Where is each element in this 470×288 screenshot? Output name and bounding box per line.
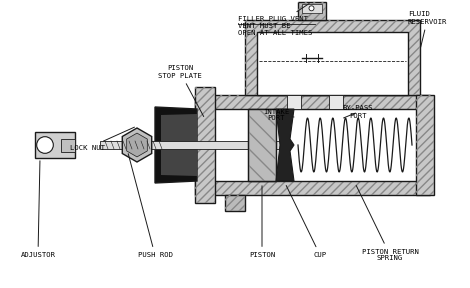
Bar — [61, 139, 75, 151]
Text: PISTON: PISTON — [249, 186, 275, 258]
Text: CUP: CUP — [286, 185, 327, 258]
Bar — [245, 20, 420, 95]
Bar — [100, 141, 290, 149]
Bar — [195, 87, 215, 203]
Bar — [248, 109, 276, 181]
Bar — [195, 109, 430, 181]
Bar — [195, 87, 215, 203]
Polygon shape — [155, 107, 197, 183]
Text: FILLER PLUG VENT
VENT MUST BE
OPEN AT ALL TIMES: FILLER PLUG VENT VENT MUST BE OPEN AT AL… — [238, 3, 313, 36]
Circle shape — [37, 137, 53, 153]
Polygon shape — [122, 128, 152, 162]
Bar — [35, 132, 75, 158]
Bar — [298, 2, 326, 20]
Text: PUSH ROD: PUSH ROD — [128, 154, 172, 258]
Bar — [248, 109, 276, 181]
Bar — [195, 95, 430, 195]
Text: LOCK NUT: LOCK NUT — [70, 127, 134, 151]
Bar — [245, 20, 420, 95]
Text: ADJUSTOR: ADJUSTOR — [21, 161, 55, 258]
Bar — [329, 95, 343, 109]
Circle shape — [309, 6, 314, 11]
Text: PISTON
STOP PLATE: PISTON STOP PLATE — [158, 65, 204, 117]
Bar — [416, 95, 434, 195]
Bar — [287, 95, 301, 109]
Bar — [416, 95, 434, 195]
Text: FLUID
RESERVOIR: FLUID RESERVOIR — [408, 12, 447, 47]
Text: INTAKE
PORT: INTAKE PORT — [263, 109, 294, 122]
Text: BY-PASS
PORT: BY-PASS PORT — [343, 105, 373, 118]
Text: PISTON RETURN
SPRING: PISTON RETURN SPRING — [356, 185, 418, 262]
Bar — [301, 4, 321, 13]
Bar — [195, 95, 430, 195]
Bar — [298, 2, 326, 20]
Bar — [248, 109, 276, 181]
Polygon shape — [276, 109, 294, 181]
Polygon shape — [127, 133, 147, 157]
Bar — [257, 32, 408, 95]
Polygon shape — [161, 114, 197, 176]
Bar — [225, 195, 245, 211]
Bar — [225, 195, 245, 211]
